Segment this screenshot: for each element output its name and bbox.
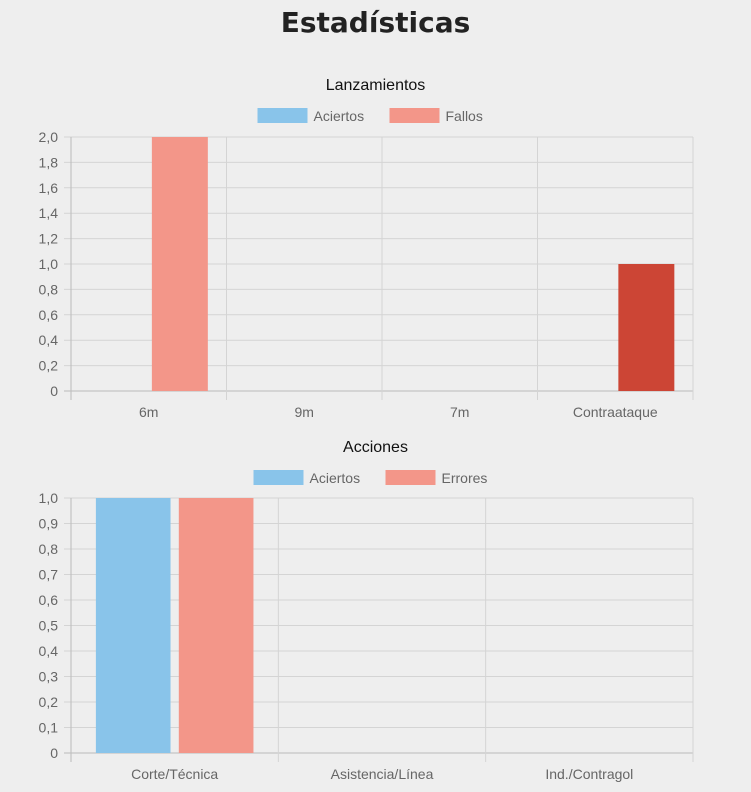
y-tick-label: 0,7	[39, 567, 59, 583]
bar-errores	[178, 498, 254, 753]
lanzamientos-chart: Lanzamientos Aciertos Fallos 0 0,2 0,4 0,6 0,8 1…	[39, 77, 694, 420]
legend-swatch-errores	[385, 470, 436, 485]
x-tick-label: 9m	[295, 404, 314, 420]
legend-swatch-fallos	[389, 108, 440, 123]
bar-fallos	[618, 264, 675, 391]
x-tick-label: 7m	[450, 404, 469, 420]
x-tick-label: Contraataque	[573, 404, 658, 420]
legend-label-aciertos: Aciertos	[314, 108, 365, 124]
y-tick-label: 1,8	[39, 154, 59, 170]
y-tick-label: 0,6	[39, 307, 59, 323]
legend-swatch-aciertos	[253, 470, 304, 485]
y-tick-label: 0,5	[39, 618, 59, 634]
y-tick-label: 0,2	[39, 694, 59, 710]
legend-label-fallos: Fallos	[446, 108, 483, 124]
y-tick-label: 1,0	[39, 490, 59, 506]
y-tick-label: 0,1	[39, 720, 59, 736]
y-tick-label: 0,2	[39, 358, 59, 374]
y-tick-label: 0,9	[39, 516, 59, 532]
y-tick-label: 0,3	[39, 669, 59, 685]
x-tick-label: Ind./Contragol	[545, 766, 633, 782]
y-tick-label: 0	[50, 745, 58, 761]
y-tick-label: 0,4	[39, 643, 59, 659]
y-tick-label: 1,6	[39, 180, 59, 196]
chart-title: Lanzamientos	[326, 77, 426, 94]
y-tick-label: 0,8	[39, 541, 59, 557]
bar-aciertos	[95, 498, 171, 753]
legend-swatch-aciertos	[257, 108, 308, 123]
bar-fallos	[151, 137, 208, 391]
x-tick-label: Asistencia/Línea	[331, 766, 434, 782]
x-tick-label: 6m	[139, 404, 158, 420]
legend-label-aciertos: Aciertos	[310, 470, 361, 486]
chart-title: Acciones	[343, 439, 408, 456]
page-title: Estadísticas	[280, 6, 471, 39]
y-tick-label: 0	[50, 383, 58, 399]
y-tick-label: 1,0	[39, 256, 59, 272]
y-tick-label: 0,4	[39, 332, 59, 348]
y-tick-label: 0,8	[39, 281, 59, 297]
y-tick-label: 2,0	[39, 129, 59, 145]
y-tick-label: 1,4	[39, 205, 59, 221]
y-tick-label: 1,2	[39, 231, 59, 247]
x-tick-label: Corte/Técnica	[131, 766, 218, 782]
y-tick-label: 0,6	[39, 592, 59, 608]
legend-label-errores: Errores	[442, 470, 488, 486]
